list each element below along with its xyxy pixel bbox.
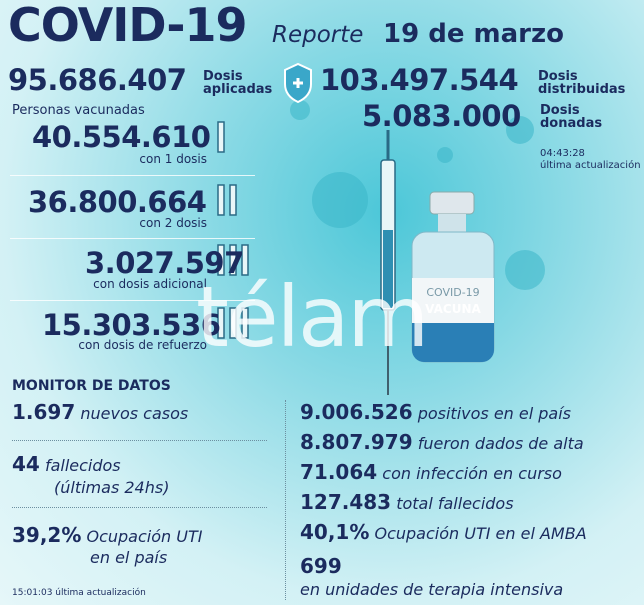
monitor-sublabel: en el país [90, 548, 168, 567]
vial-text: COVID-19 [426, 286, 480, 299]
monitor-value: 39,2% [12, 523, 82, 547]
monitor-label: positivos en el país [417, 404, 572, 423]
monitor-value: 8.807.979 [300, 430, 413, 454]
monitor-value: 40,1% [300, 520, 370, 544]
vaccinated-label: con 1 dosis [139, 152, 207, 166]
donated-label: Dosis donadas [540, 103, 603, 131]
monitor-label: Ocupación UTI en el AMBA [374, 524, 587, 543]
monitor-value: 127.483 [300, 490, 392, 514]
separator [10, 175, 255, 176]
watermark: télam [196, 268, 429, 366]
monitor-row: 40,1% Ocupación UTI en el AMBA [300, 520, 587, 544]
report-date: 19 de marzo [383, 19, 564, 49]
monitor-row: 8.807.979 fueron dados de alta [300, 430, 584, 454]
monitor-label: fueron dados de alta [417, 434, 584, 453]
monitor-title: MONITOR DE DATOS [12, 378, 171, 394]
title: COVID-19 [8, 0, 247, 52]
monitor-value: 44 [12, 452, 40, 476]
vaccinated-value: 40.554.610 [32, 120, 211, 154]
monitor-row: 39,2% Ocupación UTI [12, 523, 202, 547]
monitor-value: 699 [300, 554, 342, 578]
monitor-value: 71.064 [300, 460, 378, 484]
monitor-row: 127.483 total fallecidos [300, 490, 514, 514]
vaccinated-value: 36.800.664 [28, 185, 207, 219]
vaccinated-title: Personas vacunadas [12, 103, 145, 118]
update-label: última actualización [540, 160, 641, 171]
monitor-row: 9.006.526 positivos en el país [300, 400, 571, 424]
monitor-row: 44 fallecidos [12, 452, 121, 476]
monitor-row: 1.697 nuevos casos [12, 400, 188, 424]
monitor-value: 1.697 [12, 400, 76, 424]
monitor-label: fallecidos [44, 456, 121, 475]
applied-value: 95.686.407 [8, 63, 187, 97]
separator [12, 507, 267, 508]
vaccinated-label: con dosis de refuerzo [78, 338, 207, 352]
monitor-label: total fallecidos [396, 494, 514, 513]
monitor-update: 15:01:03 última actualización [12, 588, 146, 598]
update-time: 04:43:28 [540, 148, 585, 159]
monitor-value: 9.006.526 [300, 400, 413, 424]
vial-text: VACUNA [425, 302, 481, 316]
separator [10, 300, 255, 301]
divider [285, 400, 286, 600]
monitor-label: en unidades de terapia intensiva [300, 580, 564, 599]
applied-label: Dosis aplicadas [203, 69, 273, 97]
monitor-sublabel: (últimas 24hs) [54, 478, 170, 497]
update-label: última actualización [55, 588, 146, 598]
report-label: Reporte [272, 22, 364, 48]
monitor-label: nuevos casos [80, 404, 189, 423]
monitor-row: 71.064 con infección en curso [300, 460, 562, 484]
distributed-value: 103.497.544 [320, 63, 519, 97]
monitor-label: Ocupación UTI [86, 527, 203, 546]
update-time: 15:01:03 [12, 588, 53, 598]
vaccinated-value: 3.027.597 [85, 246, 244, 280]
distributed-label: Dosis distribuidas [538, 69, 626, 97]
donated-value: 5.083.000 [362, 99, 521, 133]
monitor-label: con infección en curso [382, 464, 562, 483]
separator [12, 440, 267, 441]
vaccinated-value: 15.303.536 [42, 308, 221, 342]
separator [10, 238, 255, 239]
vaccinated-label: con 2 dosis [139, 216, 207, 230]
vaccinated-label: con dosis adicional [93, 277, 207, 291]
